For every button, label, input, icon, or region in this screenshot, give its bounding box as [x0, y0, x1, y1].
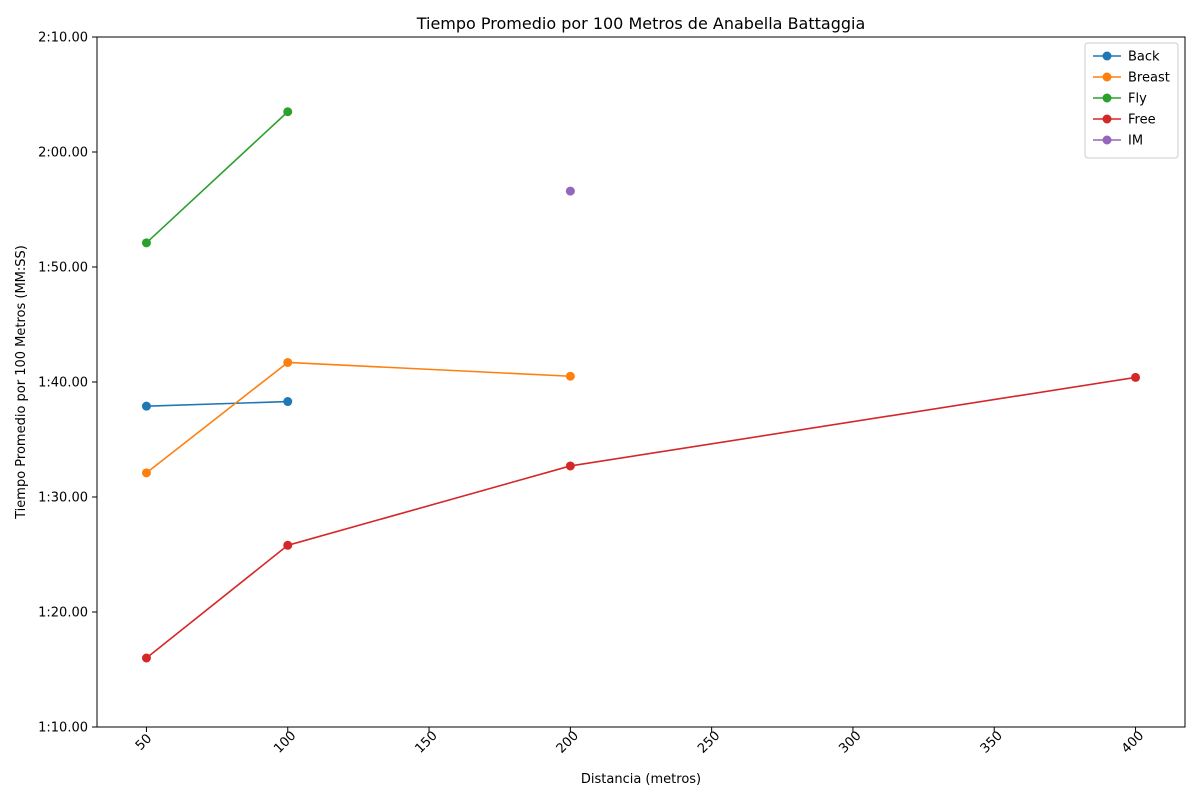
- legend-label-im: IM: [1128, 134, 1143, 149]
- legend-marker-back: [1102, 51, 1112, 61]
- data-point-fly: [141, 238, 151, 248]
- data-point-fly: [283, 107, 293, 117]
- y-tick-label: 2:00.00: [38, 146, 88, 161]
- data-point-free: [283, 540, 293, 550]
- data-point-breast: [565, 371, 575, 381]
- y-axis-title: Tiempo Promedio por 100 Metros (MM:SS): [14, 245, 29, 520]
- y-tick-label: 1:10.00: [38, 721, 88, 736]
- legend-marker-breast: [1102, 72, 1112, 82]
- series-line-free: [145, 376, 1136, 659]
- legend-label-breast: Breast: [1128, 71, 1170, 86]
- axes: 50 100 150 200 250 300 350 4001:10.001:20.001:3…: [38, 31, 1147, 757]
- series-line-fly: [145, 111, 289, 244]
- legend-marker-im: [1102, 135, 1112, 145]
- y-tick-label: 1:20.00: [38, 606, 88, 621]
- legend-label-back: Back: [1128, 50, 1160, 65]
- data-point-im: [565, 186, 575, 196]
- y-tick-label: 1:30.00: [38, 491, 88, 506]
- data-point-breast: [283, 357, 293, 367]
- data-point-free: [141, 653, 151, 663]
- y-tick-label: 2:10.00: [38, 31, 88, 46]
- data-point-free: [1131, 372, 1141, 382]
- legend-marker-fly: [1102, 93, 1112, 103]
- series-line-back: [146, 400, 288, 407]
- legend: Back Breast Fly Free IM: [1084, 42, 1179, 159]
- y-tick-label: 1:40.00: [38, 376, 88, 391]
- chart-title: Tiempo Promedio por 100 Metros de Anabel…: [416, 14, 866, 33]
- legend-marker-free: [1102, 114, 1112, 124]
- legend-label-free: Free: [1128, 113, 1156, 128]
- y-tick-label: 1:50.00: [38, 261, 88, 276]
- plot-area: [141, 107, 1141, 663]
- legend-label-fly: Fly: [1128, 92, 1147, 107]
- data-point-back: [141, 401, 151, 411]
- data-point-free: [565, 461, 575, 471]
- data-point-back: [283, 397, 293, 407]
- x-axis-title: Distancia (metros): [581, 772, 701, 787]
- legend-box: [1084, 42, 1179, 159]
- data-point-breast: [141, 468, 151, 478]
